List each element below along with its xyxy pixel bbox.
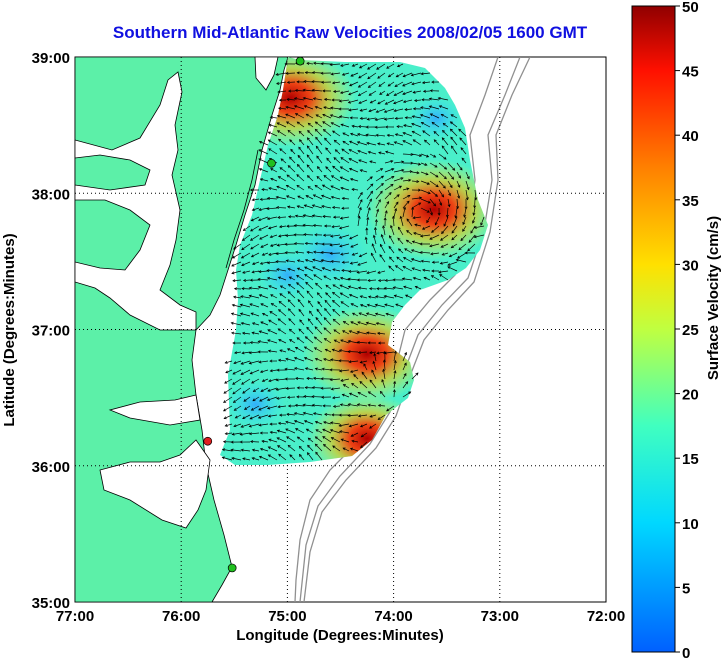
y-tick-label: 39:00	[32, 50, 70, 67]
low-speed-patch	[225, 380, 286, 429]
albemarle-sound	[108, 394, 201, 426]
colorbar-tick-label: 45	[682, 64, 699, 81]
y-axis-label: Latitude (Degrees:Minutes)	[1, 233, 18, 426]
y-tick-label: 36:00	[32, 459, 70, 476]
colorbar-tick-label: 35	[682, 193, 699, 210]
x-tick-label: 76:00	[162, 608, 200, 625]
speed-hotspot	[366, 159, 488, 261]
x-tick-label: 74:00	[374, 608, 412, 625]
y-tick-label: 37:00	[32, 323, 70, 340]
barrier-island	[225, 149, 259, 269]
colorbar-tick-label: 0	[682, 645, 690, 659]
x-tick-label: 77:00	[56, 608, 94, 625]
bathymetry-contours	[294, 57, 531, 602]
x-tick-label: 72:00	[587, 608, 625, 625]
colorbar-tick-label: 10	[682, 516, 699, 533]
colorbar-tick-label: 40	[682, 128, 699, 145]
y-axis-ticks: 39:00 38:00 37:00 36:00 35:00	[32, 50, 70, 612]
y-tick-label: 38:00	[32, 186, 70, 203]
colorbar	[631, 5, 676, 653]
colorbar-tick-label: 50	[682, 0, 699, 16]
map-title: Southern Mid-Atlantic Raw Velocities 200…	[112, 23, 588, 42]
station-marker	[227, 563, 237, 573]
colorbar-tick-label: 30	[682, 257, 699, 274]
pamlico-sound	[99, 439, 211, 529]
x-tick-label: 73:00	[481, 608, 519, 625]
colorbar-tick-label: 20	[682, 387, 699, 404]
y-tick-label: 35:00	[32, 595, 70, 612]
colorbar-tick-label: 15	[682, 451, 699, 468]
x-axis-ticks: 77:00 76:00 75:00 74:00 73:00 72:00	[56, 608, 625, 625]
x-axis-label: Longitude (Degrees:Minutes)	[236, 627, 444, 644]
radar-stations	[203, 57, 305, 573]
station-marker	[295, 57, 305, 66]
station-marker	[267, 158, 276, 168]
station-marker	[203, 436, 213, 446]
colorbar-tick-label: 25	[682, 322, 699, 339]
colorbar-tick-label: 5	[682, 580, 690, 597]
delaware-bay	[254, 57, 279, 91]
velocity-arrows	[221, 61, 485, 461]
colorbar-label: Surface Velocity (cm/s)	[705, 216, 722, 380]
x-tick-label: 75:00	[268, 608, 306, 625]
